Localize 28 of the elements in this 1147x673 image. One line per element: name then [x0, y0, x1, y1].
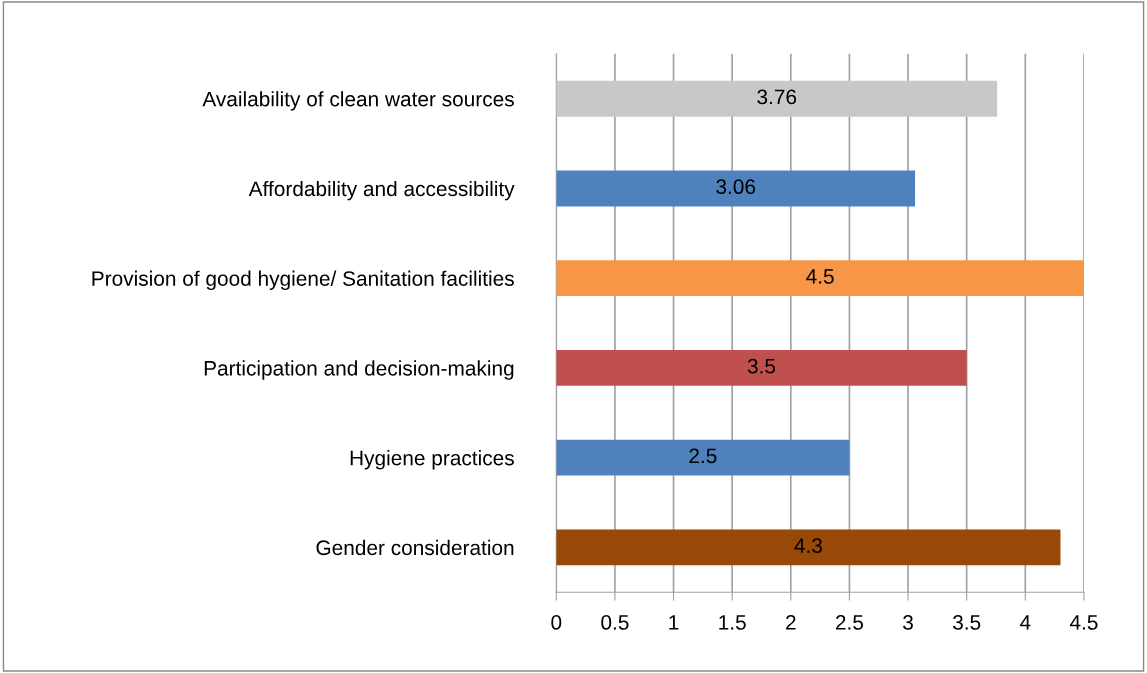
data-label: 4.3	[794, 538, 822, 553]
x-tick-label: 2	[786, 615, 796, 630]
data-label: 2.5	[689, 448, 717, 464]
y-tick-label: Affordability and accessibility	[248, 180, 515, 201]
x-tick-label: 4	[1019, 615, 1031, 630]
x-tick-label: 2.5	[835, 615, 864, 630]
y-tick-label: Hygiene practices	[350, 450, 514, 470]
bar	[556, 439, 850, 476]
data-label: 3.76	[757, 89, 797, 105]
x-tick-label: 4.5	[1069, 615, 1098, 630]
x-tick-label: 0.5	[601, 615, 629, 630]
x-tick-label: 1.5	[719, 615, 746, 630]
bar	[556, 529, 1061, 566]
x-tick-label: 1	[669, 615, 679, 630]
data-label: 3.5	[747, 358, 776, 374]
data-label: 4.5	[806, 269, 834, 284]
data-label: 3.06	[716, 179, 756, 195]
bar	[556, 260, 1084, 297]
y-tick-label: Availability of clean water sources	[202, 91, 514, 111]
bar	[556, 170, 916, 207]
bar	[556, 349, 967, 386]
x-tick-label: 0	[551, 615, 562, 630]
y-tick-label: Participation and decision-making	[204, 360, 514, 380]
x-tick-label: 3.5	[952, 615, 981, 630]
bar	[556, 80, 998, 117]
y-tick-label: Gender consideration	[316, 539, 514, 556]
x-tick-label: 3	[903, 615, 913, 630]
y-tick-label: Provision of good hygiene/ Sanitation facilities	[92, 270, 514, 291]
